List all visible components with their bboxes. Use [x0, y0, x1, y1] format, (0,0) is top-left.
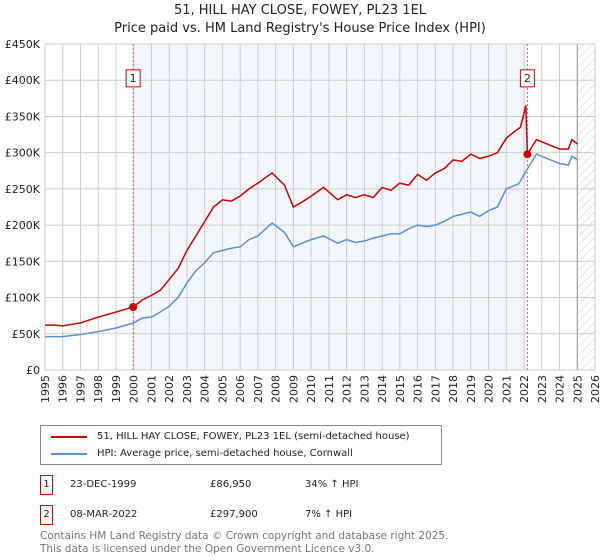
x-tick-label: 2013	[358, 375, 371, 403]
y-tick-label: £450K	[5, 38, 41, 51]
x-tick-label: 1995	[39, 375, 52, 403]
x-tick-label: 2000	[128, 375, 141, 403]
sale-point	[523, 150, 532, 159]
forecast-hatch	[577, 44, 595, 370]
sale-marker-box	[125, 69, 141, 88]
sale-date: 23-DEC-1999	[70, 479, 137, 490]
x-tick-label: 2006	[234, 375, 247, 403]
x-tick-label: 2019	[465, 375, 478, 403]
x-tick-label: 2015	[394, 375, 407, 403]
x-tick-label: 2023	[536, 375, 549, 403]
y-tick-label: £400K	[5, 74, 41, 87]
legend-item-property: 51, HILL HAY CLOSE, FOWEY, PL23 1EL (sem…	[51, 430, 410, 444]
x-tick-label: 2012	[341, 375, 354, 403]
x-tick-label: 2017	[429, 375, 442, 403]
x-tick-label: 2018	[447, 375, 460, 403]
hpi-line	[45, 153, 578, 338]
sale-marker-box	[519, 69, 535, 88]
legend-item-hpi: HPI: Average price, semi-detached house,…	[51, 447, 353, 461]
x-tick-label: 1997	[74, 375, 87, 403]
x-tick-label: 2011	[323, 375, 336, 403]
sale-row-1: 1 23-DEC-1999 £86,950 34% ↑ HPI	[40, 475, 380, 495]
x-tick-label: 2020	[483, 375, 496, 403]
x-tick-label: 2014	[376, 375, 389, 403]
sale-date: 08-MAR-2022	[70, 509, 138, 520]
x-tick-label: 2003	[181, 375, 194, 403]
legend-label: 51, HILL HAY CLOSE, FOWEY, PL23 1EL (sem…	[97, 431, 410, 442]
y-tick-label: £250K	[5, 183, 41, 196]
x-tick-label: 1996	[57, 375, 70, 403]
x-tick-label: 2024	[554, 375, 567, 403]
x-tick-label: 2021	[500, 375, 513, 403]
chart-subtitle: Price paid vs. HM Land Registry's House …	[114, 21, 486, 36]
sale-hpi: 7% ↑ HPI	[305, 509, 353, 520]
x-tick-label: 2009	[287, 375, 300, 403]
x-tick-label: 2025	[571, 375, 584, 403]
x-tick-label: 2001	[145, 375, 158, 403]
sale-hpi: 34% ↑ HPI	[305, 479, 359, 490]
sale-point	[129, 303, 138, 312]
x-tick-label: 1998	[92, 375, 105, 403]
x-tick-label: 2005	[216, 375, 229, 403]
sale-row-2: 2 08-MAR-2022 £297,900 7% ↑ HPI	[40, 505, 380, 525]
y-tick-label: £300K	[5, 147, 41, 160]
sale-marker-label: 1	[130, 72, 137, 85]
property-price-line	[45, 105, 578, 327]
price-chart: 1995 1996 1997 1998 1999 2000 2001 2002 2003 2004…	[5, 38, 600, 403]
legend: 51, HILL HAY CLOSE, FOWEY, PL23 1EL (sem…	[40, 425, 442, 465]
x-tick-label: 2007	[252, 375, 265, 403]
sale-marker: 1	[40, 475, 53, 495]
sale-marker-label: 2	[524, 72, 531, 85]
x-tick-label: 2004	[199, 375, 212, 403]
legend-label: HPI: Average price, semi-detached house,…	[97, 448, 353, 459]
footer-copyright: Contains HM Land Registry data © Crown c…	[40, 530, 449, 542]
x-tick-label: 2002	[163, 375, 176, 403]
y-tick-label: £200K	[5, 219, 41, 232]
x-tick-label: 2016	[412, 375, 425, 403]
sale-marker: 2	[40, 505, 53, 525]
y-tick-label: £350K	[5, 110, 41, 123]
x-tick-label: 2008	[270, 375, 283, 403]
legend-swatch	[51, 436, 87, 438]
y-tick-label: £0	[26, 364, 40, 377]
sale-period-shading	[133, 44, 528, 370]
x-tick-label: 1999	[110, 375, 123, 403]
footer-licence: This data is licensed under the Open Gov…	[40, 543, 375, 555]
footer: Contains HM Land Registry data © Crown c…	[40, 530, 448, 556]
sale-price: £86,950	[210, 479, 252, 490]
y-tick-label: £100K	[5, 292, 41, 305]
y-tick-label: £50K	[12, 328, 41, 341]
y-tick-label: £150K	[5, 255, 41, 268]
x-tick-label: 2026	[589, 375, 600, 403]
x-tick-label: 2022	[518, 375, 531, 403]
legend-swatch	[51, 453, 87, 455]
chart-title: 51, HILL HAY CLOSE, FOWEY, PL23 1EL	[173, 3, 427, 18]
x-tick-label: 2010	[305, 375, 318, 403]
sale-price: £297,900	[210, 509, 258, 520]
